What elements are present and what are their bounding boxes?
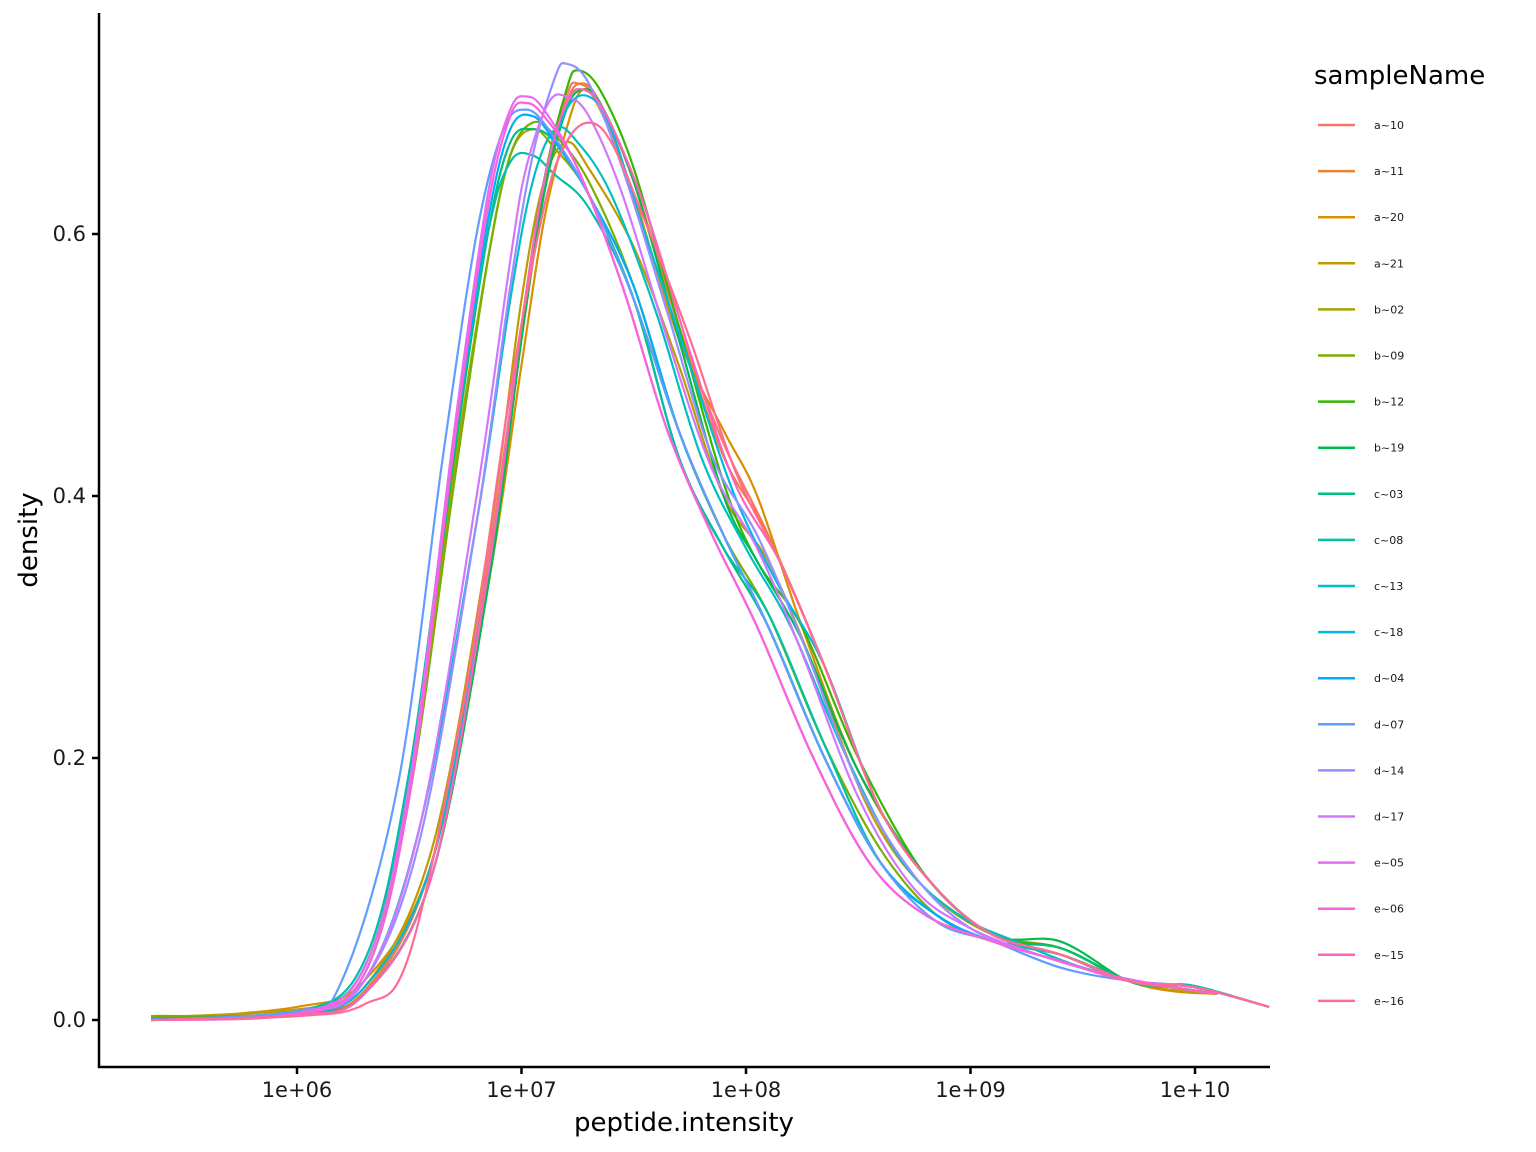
legend-label: d~14 xyxy=(1374,764,1404,777)
legend: sampleName a~10 a~11 a~20 a~21 b~02 b~09 b~12 b… xyxy=(1314,61,1485,1008)
x-tick-label: 1e+06 xyxy=(262,1078,333,1102)
legend-label: d~07 xyxy=(1374,718,1404,731)
legend-label: e~16 xyxy=(1374,995,1404,1008)
x-axis-title: peptide.intensity xyxy=(574,1108,794,1138)
density-curve-b-12 xyxy=(151,69,1218,1020)
density-curve-b-19 xyxy=(151,88,1218,1020)
legend-label: c~08 xyxy=(1374,534,1403,547)
legend-label: d~04 xyxy=(1374,672,1404,685)
y-axis-ticks: 0.0 0.2 0.4 0.6 xyxy=(53,222,99,1032)
legend-item: a~10 xyxy=(1318,119,1404,132)
density-curve-e-15 xyxy=(151,87,1218,1022)
legend-label: b~09 xyxy=(1374,350,1404,363)
y-tick-label: 0.0 xyxy=(53,1008,86,1032)
y-tick-label: 0.2 xyxy=(53,746,86,770)
legend-label: e~06 xyxy=(1374,903,1404,916)
density-curve-c-03 xyxy=(151,127,1218,1020)
legend-item: b~02 xyxy=(1318,303,1404,316)
legend-label: e~05 xyxy=(1374,857,1404,870)
legend-label: c~03 xyxy=(1374,488,1403,501)
legend-label: c~13 xyxy=(1374,580,1403,593)
legend-item: d~17 xyxy=(1318,811,1404,824)
density-curves xyxy=(151,62,1270,1022)
legend-item: a~21 xyxy=(1318,257,1404,270)
legend-label: c~18 xyxy=(1374,626,1403,639)
legend-items: a~10 a~11 a~20 a~21 b~02 b~09 b~12 b~19 c~03 c~08… xyxy=(1318,119,1404,1008)
legend-item: d~04 xyxy=(1318,672,1404,685)
legend-label: b~12 xyxy=(1374,396,1404,409)
legend-item: e~06 xyxy=(1318,903,1404,916)
legend-item: d~07 xyxy=(1318,718,1404,731)
legend-item: b~19 xyxy=(1318,442,1404,455)
legend-item: a~20 xyxy=(1318,211,1404,224)
legend-item: e~05 xyxy=(1318,857,1404,870)
density-curve-a-11 xyxy=(151,82,1218,1022)
x-tick-label: 1e+08 xyxy=(711,1078,782,1102)
density-curve-d-14 xyxy=(151,62,1218,1022)
density-curve-d-04 xyxy=(151,113,1270,1021)
legend-item: c~18 xyxy=(1318,626,1403,639)
legend-label: d~17 xyxy=(1374,811,1404,824)
legend-label: e~15 xyxy=(1374,949,1404,962)
density-curve-d-17 xyxy=(151,93,1218,1022)
legend-item: e~15 xyxy=(1318,949,1404,962)
x-axis-ticks: 1e+06 1e+07 1e+08 1e+09 1e+10 xyxy=(262,1067,1231,1102)
legend-item: e~16 xyxy=(1318,995,1404,1008)
density-curve-c-13 xyxy=(151,125,1270,1020)
legend-item: c~03 xyxy=(1318,488,1403,501)
density-curve-d-07 xyxy=(151,108,1270,1022)
density-curve-c-08 xyxy=(151,151,1218,1020)
density-curve-e-05 xyxy=(151,95,1270,1022)
legend-label: a~20 xyxy=(1374,211,1404,224)
density-curve-e-06 xyxy=(151,101,1270,1022)
legend-item: b~09 xyxy=(1318,350,1404,363)
legend-label: b~02 xyxy=(1374,303,1404,316)
x-tick-label: 1e+07 xyxy=(486,1078,557,1102)
legend-item: b~12 xyxy=(1318,396,1404,409)
legend-label: a~10 xyxy=(1374,119,1404,132)
x-tick-label: 1e+09 xyxy=(935,1078,1006,1102)
y-axis-title: density xyxy=(14,492,44,587)
legend-item: d~14 xyxy=(1318,764,1404,777)
density-curve-e-16 xyxy=(151,121,1270,1022)
legend-label: a~11 xyxy=(1374,165,1404,178)
y-tick-label: 0.4 xyxy=(53,484,86,508)
legend-title: sampleName xyxy=(1314,61,1485,91)
x-tick-label: 1e+10 xyxy=(1160,1078,1231,1102)
density-curve-a-20 xyxy=(151,87,1218,1022)
y-tick-label: 0.6 xyxy=(53,222,86,246)
density-curve-a-21 xyxy=(151,140,1218,1019)
density-curve-b-09 xyxy=(151,120,1218,1018)
density-curve-c-18 xyxy=(151,94,1270,1020)
legend-label: a~21 xyxy=(1374,257,1404,270)
legend-item: c~13 xyxy=(1318,580,1403,593)
density-curve-a-10 xyxy=(151,81,1218,1022)
density-curve-b-02 xyxy=(151,128,1218,1018)
legend-item: a~11 xyxy=(1318,165,1404,178)
legend-label: b~19 xyxy=(1374,442,1404,455)
legend-item: c~08 xyxy=(1318,534,1403,547)
